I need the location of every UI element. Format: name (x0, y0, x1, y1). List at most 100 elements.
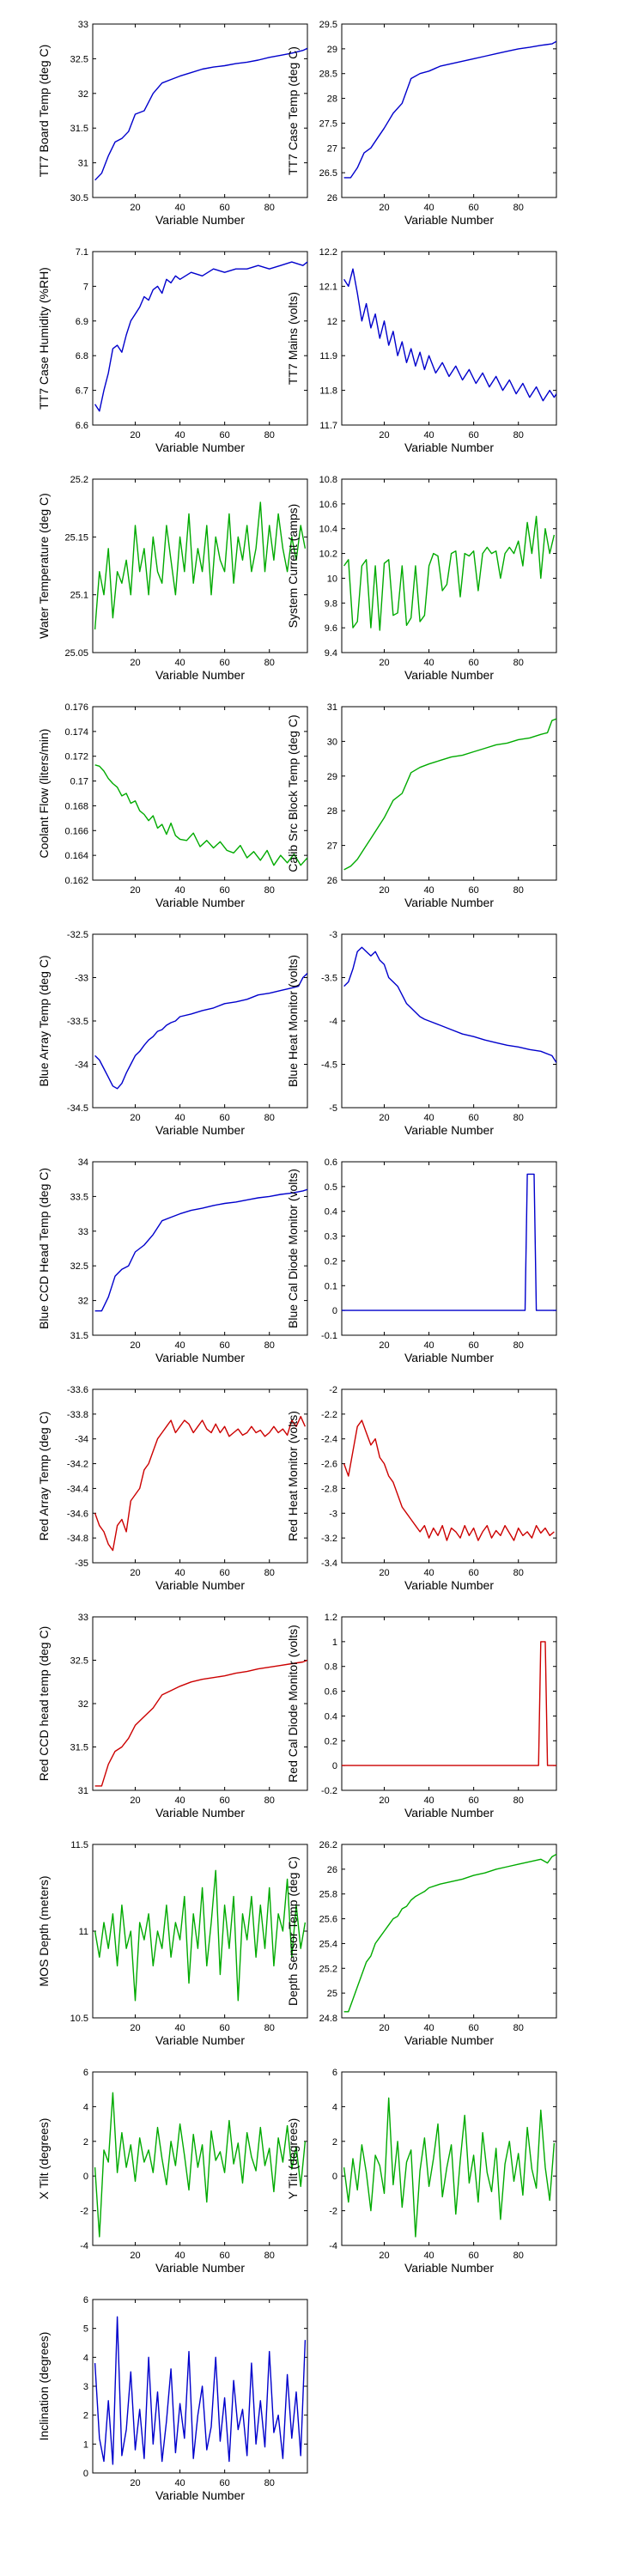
y-axis-label: Inclination (degrees) (37, 2332, 51, 2441)
x-axis-label: Variable Number (404, 896, 494, 909)
y-tick-label: -3 (329, 930, 337, 940)
x-tick-label: 80 (513, 1113, 524, 1123)
x-tick-label: 40 (423, 430, 434, 440)
y-tick-label: 4 (83, 2353, 88, 2363)
y-tick-label: 6 (332, 2068, 337, 2078)
plot-frame-11 (341, 1161, 557, 1336)
y-tick-label: 33 (78, 1227, 88, 1237)
chart-panel-4: 20 40 60 80 25.05 25.1 25.15 25.2 Variable Numbe… (37, 475, 308, 682)
y-tick-label: 31.5 (70, 124, 88, 134)
x-axis-label: Variable Number (404, 1578, 494, 1592)
x-tick-label: 80 (264, 1340, 275, 1351)
series-line-15 (342, 1641, 556, 1766)
y-tick-label: -2.2 (321, 1410, 337, 1420)
y-axis-label: Blue Array Temp (deg C) (37, 955, 51, 1086)
plot-frame-18 (92, 2071, 308, 2246)
x-tick-label: 40 (174, 1113, 185, 1123)
x-tick-label: 80 (264, 1795, 275, 1806)
y-tick-label: 0 (83, 2172, 88, 2182)
x-tick-label: 80 (513, 658, 524, 668)
y-tick-label: -4 (329, 1017, 337, 1027)
x-tick-label: 20 (379, 430, 389, 440)
y-tick-label: 0.5 (325, 1182, 337, 1193)
x-tick-label: 80 (513, 1795, 524, 1806)
plot-frame-3 (341, 251, 557, 426)
plot-frame-8 (92, 933, 308, 1109)
y-tick-label: -34.5 (67, 1103, 88, 1114)
plot-frame-0 (92, 23, 308, 198)
x-tick-label: 20 (130, 2478, 140, 2488)
y-axis-label: Water Temperature (deg C) (37, 493, 51, 639)
series-line-13 (343, 1419, 555, 1541)
y-tick-label: 0.8 (325, 1662, 337, 1673)
y-axis-label: TT7 Case Humidity (%RH) (37, 267, 51, 410)
x-tick-label: 80 (513, 203, 524, 213)
y-tick-label: 32 (78, 1297, 88, 1307)
y-tick-label: 0.172 (64, 752, 88, 762)
y-tick-label: 11.9 (319, 351, 337, 361)
x-axis-label: Variable Number (404, 440, 494, 454)
y-tick-label: 27 (327, 841, 337, 852)
series-line-2 (94, 261, 307, 412)
x-tick-label: 60 (469, 1113, 479, 1123)
x-tick-label: 40 (423, 2251, 434, 2261)
y-tick-label: 0 (332, 2172, 337, 2182)
y-tick-label: 6.7 (76, 386, 88, 397)
y-tick-label: 0.162 (64, 876, 88, 886)
y-tick-label: -3.5 (321, 974, 337, 984)
x-tick-label: 40 (174, 1795, 185, 1806)
x-tick-label: 80 (513, 1568, 524, 1578)
x-tick-label: 80 (513, 430, 524, 440)
x-tick-label: 20 (379, 658, 389, 668)
y-tick-label: 0.176 (64, 702, 88, 713)
y-tick-label: 0 (332, 1761, 337, 1771)
x-tick-label: 60 (469, 430, 479, 440)
x-axis-label: Variable Number (404, 213, 494, 227)
x-tick-label: 60 (469, 203, 479, 213)
y-tick-label: 1 (83, 2439, 88, 2450)
chart-panel-17: 20 40 60 80 24.8 25 25.2 25.4 25.6 25.8 26 26.2 Vari… (286, 1840, 557, 2047)
series-line-5 (343, 515, 556, 631)
plot-frame-17 (341, 1844, 557, 2019)
y-tick-label: 24.8 (319, 2014, 337, 2024)
plot-frame-19 (341, 2071, 557, 2246)
y-tick-label: -3.2 (321, 1534, 337, 1544)
x-tick-label: 80 (264, 1113, 275, 1123)
x-axis-label: Variable Number (155, 1578, 245, 1592)
x-tick-label: 80 (264, 203, 275, 213)
plot-frame-14 (92, 1616, 308, 1791)
y-tick-label: -2.4 (321, 1435, 337, 1445)
y-axis-label: TT7 Mains (volts) (286, 292, 300, 385)
y-tick-label: 11.5 (70, 1840, 88, 1850)
y-axis-label: Y Tilt (degrees) (286, 2118, 300, 2200)
x-tick-label: 60 (469, 1795, 479, 1806)
y-tick-label: 27.5 (319, 118, 337, 129)
y-tick-label: 9.6 (325, 623, 337, 634)
y-tick-label: 31 (78, 1786, 88, 1796)
x-axis-label: Variable Number (404, 2261, 494, 2275)
series-line-1 (343, 40, 556, 179)
plot-frame-5 (341, 478, 557, 653)
y-tick-label: 0.4 (325, 1207, 337, 1218)
y-tick-label: 10.6 (319, 500, 337, 510)
y-tick-label: 10.8 (319, 475, 337, 485)
y-tick-label: 12.1 (319, 282, 337, 292)
chart-panel-15: 20 40 60 80 -0.2 0 0.2 0.4 0.6 0.8 1 1.2 Variable Nu… (286, 1613, 557, 1820)
y-tick-label: 6.9 (76, 317, 88, 327)
series-line-0 (94, 47, 307, 181)
y-axis-label: Red Array Temp (deg C) (37, 1412, 51, 1541)
y-tick-label: 7 (83, 282, 88, 292)
x-tick-label: 40 (174, 2023, 185, 2033)
y-tick-label: -33.8 (67, 1410, 88, 1420)
chart-panel-19: 20 40 60 80 -4 -2 0 2 4 6 Variable Number Y Tilt (d… (286, 2068, 557, 2275)
y-tick-label: 26 (327, 876, 337, 886)
series-line-7 (343, 718, 556, 871)
chart-panel-11: 20 40 60 80 -0.1 0 0.1 0.2 0.3 0.4 0.5 0.6 Variable … (286, 1157, 557, 1364)
x-axis-label: Variable Number (404, 1351, 494, 1364)
y-tick-label: 25.6 (319, 1915, 337, 1925)
x-tick-label: 80 (264, 430, 275, 440)
y-tick-label: 25.05 (64, 648, 88, 659)
plot-frame-13 (341, 1388, 557, 1564)
y-tick-label: 4 (332, 2102, 337, 2112)
